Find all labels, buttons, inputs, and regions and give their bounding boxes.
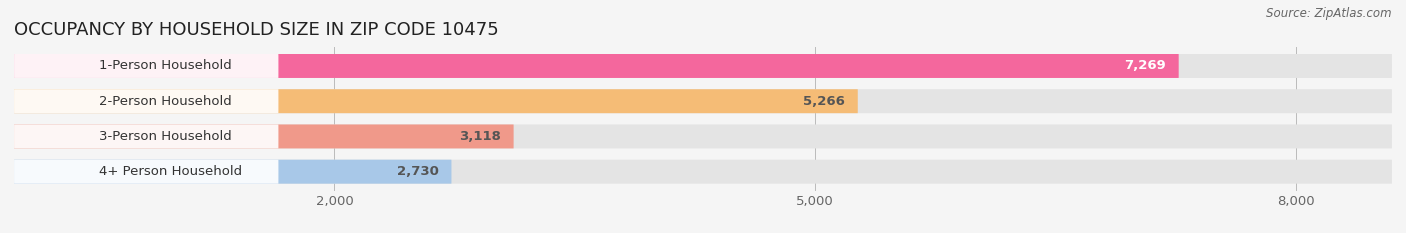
FancyBboxPatch shape (14, 124, 278, 148)
Text: 2,730: 2,730 (396, 165, 439, 178)
Text: 2-Person Household: 2-Person Household (98, 95, 232, 108)
Text: 3,118: 3,118 (458, 130, 501, 143)
FancyBboxPatch shape (14, 89, 278, 113)
FancyBboxPatch shape (14, 89, 858, 113)
FancyBboxPatch shape (14, 54, 1178, 78)
FancyBboxPatch shape (14, 54, 278, 78)
Text: 4+ Person Household: 4+ Person Household (98, 165, 242, 178)
Text: Source: ZipAtlas.com: Source: ZipAtlas.com (1267, 7, 1392, 20)
FancyBboxPatch shape (14, 124, 513, 148)
Text: 7,269: 7,269 (1125, 59, 1166, 72)
Text: 1-Person Household: 1-Person Household (98, 59, 232, 72)
FancyBboxPatch shape (14, 160, 451, 184)
FancyBboxPatch shape (14, 160, 278, 184)
FancyBboxPatch shape (14, 89, 1392, 113)
FancyBboxPatch shape (14, 160, 1392, 184)
FancyBboxPatch shape (14, 54, 1392, 78)
Text: OCCUPANCY BY HOUSEHOLD SIZE IN ZIP CODE 10475: OCCUPANCY BY HOUSEHOLD SIZE IN ZIP CODE … (14, 21, 499, 39)
FancyBboxPatch shape (14, 124, 1392, 148)
Text: 3-Person Household: 3-Person Household (98, 130, 232, 143)
Text: 5,266: 5,266 (803, 95, 845, 108)
